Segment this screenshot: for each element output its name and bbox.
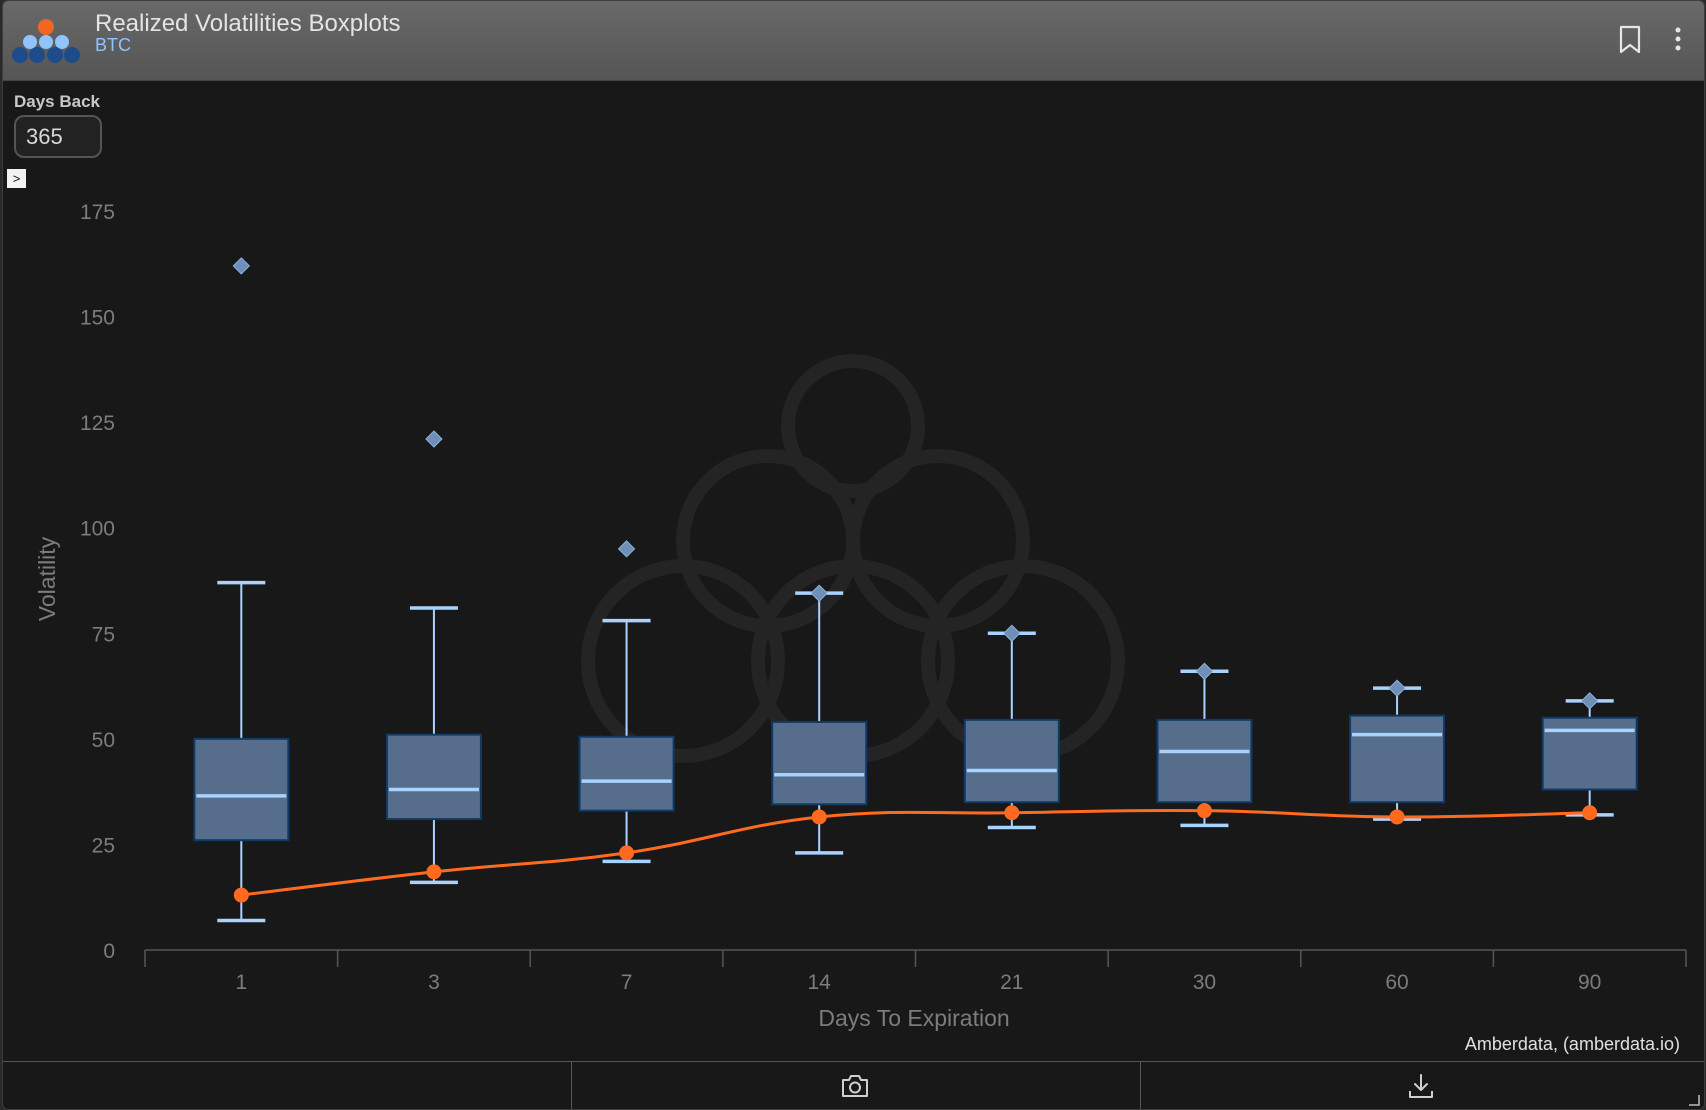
box-30 — [1156, 662, 1253, 828]
chart-title: Realized Volatilities Boxplots — [95, 10, 401, 37]
iqr-box — [1349, 714, 1446, 804]
window-footer — [3, 1061, 1704, 1109]
outlier-point — [425, 430, 443, 448]
bookmark-icon[interactable] — [1617, 25, 1643, 55]
asset-label: BTC — [95, 35, 131, 55]
line-point — [811, 809, 827, 825]
amberdata-logo — [12, 19, 80, 63]
window-header: Realized Volatilities Boxplots BTC — [3, 1, 1704, 81]
y-tick-label: 75 — [92, 623, 115, 646]
y-tick-label: 150 — [80, 307, 115, 330]
more-vertical-icon[interactable] — [1671, 25, 1685, 55]
outlier-point — [1388, 679, 1406, 697]
y-tick-label: 50 — [92, 729, 115, 752]
outlier-point — [810, 584, 828, 602]
screenshot-button[interactable] — [572, 1062, 1141, 1109]
x-tick-label: 1 — [235, 971, 247, 994]
box-21 — [963, 624, 1060, 830]
x-tick-label: 30 — [1193, 971, 1216, 994]
outlier-point — [232, 257, 251, 275]
x-tick-label: 14 — [808, 971, 832, 994]
camera-icon — [842, 1075, 868, 1097]
line-point — [1196, 803, 1212, 819]
x-tick-label: 90 — [1578, 971, 1601, 994]
days-back-label: Days Back — [14, 92, 101, 111]
y-tick-label: 100 — [80, 518, 115, 541]
download-button[interactable] — [1141, 1062, 1704, 1109]
resize-icon[interactable] — [1688, 1094, 1700, 1106]
watermark-logo — [581, 354, 1125, 763]
line-point — [1389, 809, 1405, 825]
iqr-box — [193, 737, 290, 842]
iqr-box — [963, 718, 1060, 804]
x-axis: 1 3 7 14 21 30 60 90 — [144, 949, 1687, 994]
source-credit: Amberdata, (amberdata.io) — [1464, 1034, 1680, 1054]
x-tick-label: 7 — [621, 971, 633, 994]
iqr-box — [1541, 716, 1638, 791]
y-axis: 0 25 50 75 100 125 150 175 — [80, 201, 115, 963]
x-tick-label: 60 — [1385, 971, 1408, 994]
iqr-box — [578, 735, 675, 812]
iqr-box — [1156, 718, 1253, 804]
line-point — [1582, 805, 1598, 821]
y-tick-label: 0 — [103, 940, 115, 963]
x-tick-label: 21 — [1000, 971, 1023, 994]
line-point — [1004, 805, 1020, 821]
y-tick-label: 25 — [92, 834, 115, 857]
iqr-box — [771, 720, 868, 806]
outlier-point — [1003, 624, 1021, 642]
box-14 — [771, 584, 868, 855]
box-1 — [193, 257, 290, 923]
x-axis-title: Days To Expiration — [818, 1005, 1009, 1031]
outlier-point — [1195, 662, 1214, 680]
box-7 — [578, 540, 675, 864]
y-axis-title: Volatility — [34, 536, 60, 621]
boxplot-series — [193, 257, 1638, 923]
download-icon — [1409, 1074, 1433, 1098]
outlier-point — [617, 540, 636, 558]
outlier-point — [1580, 692, 1599, 710]
line-point — [426, 864, 442, 880]
line-point — [619, 845, 635, 861]
box-90 — [1541, 692, 1638, 817]
y-tick-label: 125 — [80, 412, 115, 435]
x-tick-label: 3 — [428, 971, 440, 994]
expand-icon[interactable]: > — [7, 169, 26, 188]
days-back-input[interactable] — [14, 115, 102, 158]
box-3 — [385, 430, 482, 885]
box-60 — [1349, 679, 1446, 821]
y-tick-label: 175 — [80, 201, 115, 224]
iqr-box — [385, 733, 482, 821]
realized-vol-line-series — [233, 803, 1598, 903]
footer-button-blank[interactable] — [3, 1062, 572, 1109]
line-path — [241, 808, 1590, 897]
line-point — [233, 887, 249, 903]
boxplot-chart: 0 25 50 75 100 125 150 175 1 3 7 14 21 30 60 90 Volati… — [34, 201, 1687, 1031]
